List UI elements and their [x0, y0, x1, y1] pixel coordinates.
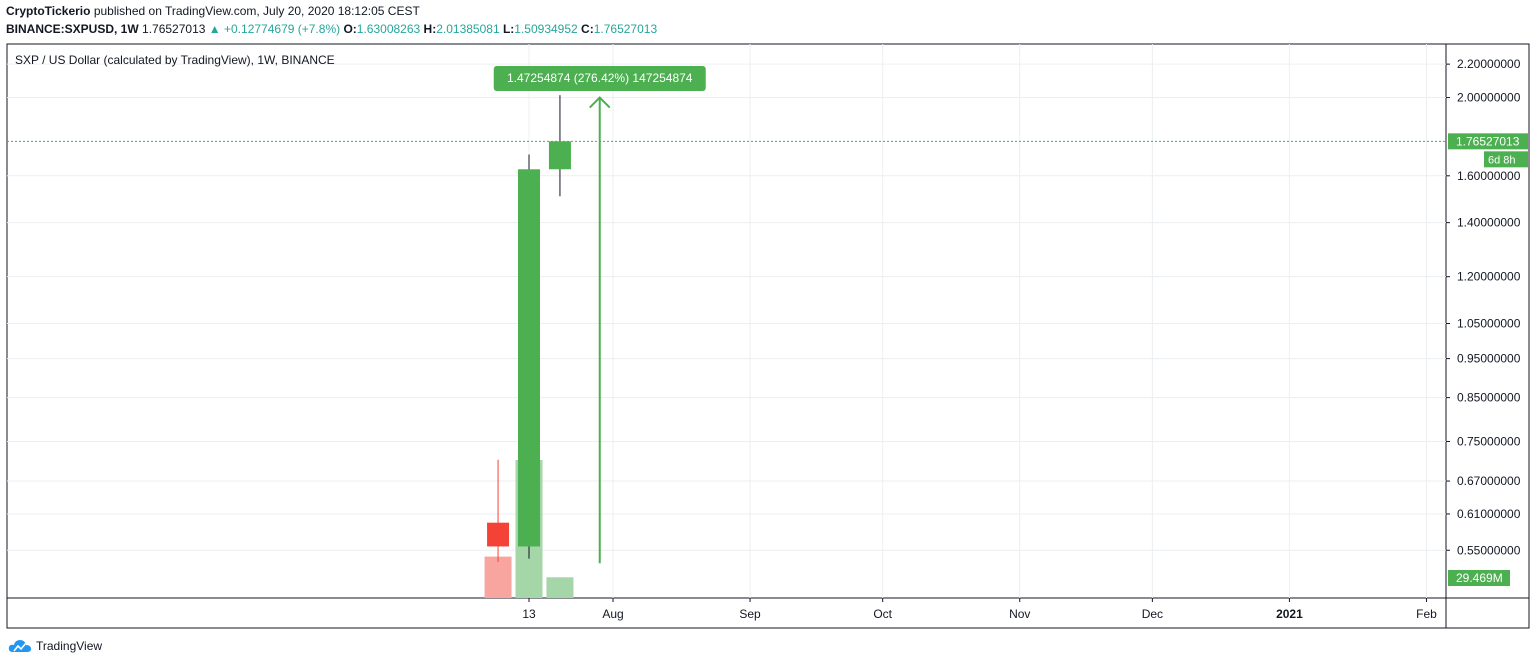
author-name[interactable]: CryptoTickerio	[6, 4, 91, 18]
y-tick-label: 0.61000000	[1457, 507, 1521, 521]
y-tick-label: 1.05000000	[1457, 317, 1521, 331]
x-tick-label: Feb	[1416, 607, 1437, 621]
y-tick-label: 0.67000000	[1457, 474, 1521, 488]
last-price-label: 1.76527013	[1456, 134, 1520, 148]
countdown-label: 6d 8h	[1488, 154, 1516, 166]
y-tick-label: 0.85000000	[1457, 391, 1521, 405]
y-tick-label: 2.20000000	[1457, 57, 1521, 71]
y-tick-label: 0.75000000	[1457, 435, 1521, 449]
volume-bar	[484, 556, 512, 598]
high-label: H:	[423, 22, 437, 36]
publish-info: published on TradingView.com, July 20, 2…	[93, 4, 420, 18]
publish-line: CryptoTickerio published on TradingView.…	[6, 4, 420, 18]
y-tick-label: 0.95000000	[1457, 352, 1521, 366]
x-tick-label: Aug	[602, 607, 623, 621]
y-tick-label: 0.55000000	[1457, 543, 1521, 557]
x-tick-label: 2021	[1276, 607, 1303, 621]
close-value: 1.76527013	[593, 22, 658, 36]
chart-frame	[6, 43, 1530, 629]
x-tick-label: Sep	[739, 607, 761, 621]
candle-body[interactable]	[548, 141, 571, 170]
open-value: 1.63008263	[356, 22, 421, 36]
cloud-logo-icon	[8, 640, 31, 652]
brand-name: TradingView	[36, 639, 103, 653]
measure-label-box[interactable]	[493, 66, 706, 91]
low-value: 1.50934952	[514, 22, 578, 36]
x-tick-label: Dec	[1142, 607, 1163, 621]
high-value: 2.01385081	[436, 22, 500, 36]
ohlc-line: BINANCE:SXPUSD, 1W 1.76527013 ▲ +0.12774…	[6, 22, 657, 36]
measure-label: 1.47254874 (276.42%) 147254874	[507, 71, 693, 85]
y-tick-label: 1.40000000	[1457, 216, 1521, 230]
close-label: C:	[581, 22, 594, 36]
last-price: 1.76527013	[142, 22, 206, 36]
last-price-tag	[1448, 133, 1528, 150]
open-label: O:	[343, 22, 357, 36]
symbol-label: BINANCE:SXPUSD, 1W	[6, 22, 139, 36]
y-tick-label: 1.20000000	[1457, 270, 1521, 284]
measure-arrow-head	[589, 96, 611, 109]
countdown-tag	[1484, 151, 1528, 168]
volume-bar	[546, 577, 574, 598]
candle-body[interactable]	[487, 522, 510, 547]
x-tick-label: Oct	[873, 607, 892, 621]
change-arrow: ▲	[208, 22, 221, 36]
candle-body[interactable]	[518, 169, 540, 547]
x-tick-label: 13	[522, 607, 536, 621]
low-label: L:	[502, 22, 515, 36]
x-tick-label: Nov	[1009, 607, 1030, 621]
volume-label: 29.469M	[1456, 571, 1503, 585]
volume-tag	[1448, 570, 1510, 586]
change-value: +0.12774679 (+7.8%)	[224, 22, 341, 36]
tradingview-logo[interactable]: TradingView	[8, 638, 102, 654]
y-tick-label: 2.00000000	[1457, 91, 1521, 105]
y-tick-label: 1.60000000	[1457, 169, 1521, 183]
chart-legend: SXP / US Dollar (calculated by TradingVi…	[15, 53, 335, 67]
